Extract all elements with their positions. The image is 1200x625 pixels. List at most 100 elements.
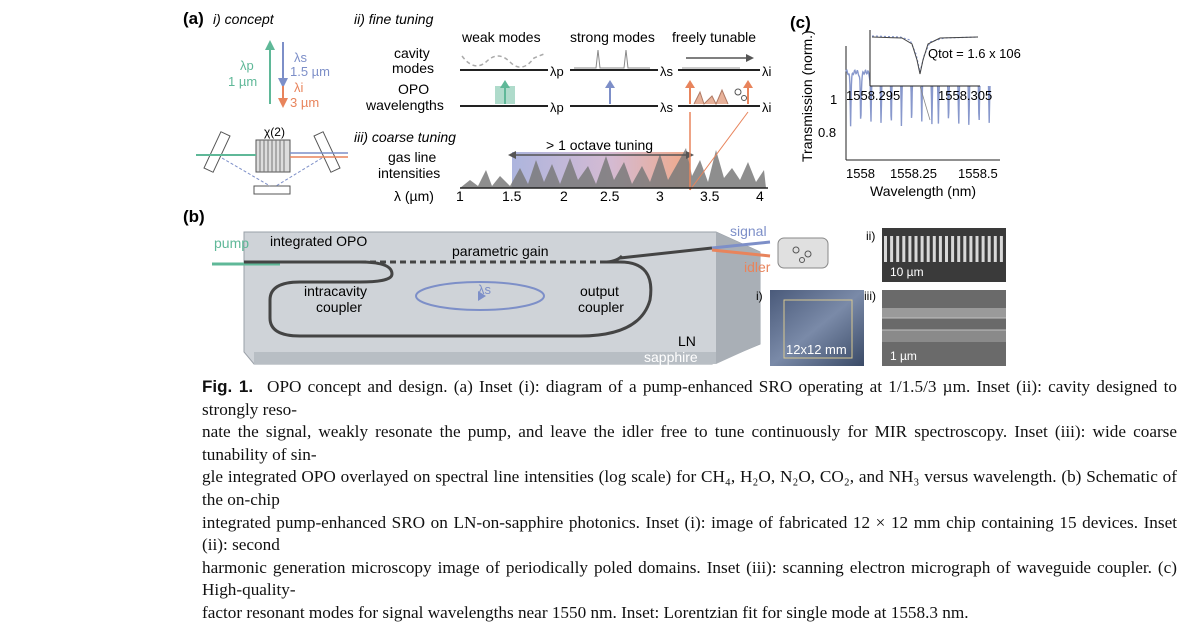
tick-1: 1: [456, 188, 464, 204]
poled-domain-stripe: [999, 236, 1003, 262]
poled-domain-stripe: [951, 236, 955, 262]
inset-ii-label: ii): [866, 229, 875, 243]
bowtie-cavity-diagram: [196, 131, 348, 195]
idler-label: idler: [744, 259, 771, 275]
chart-ylabel: Transmission (norm.): [799, 30, 815, 162]
opo-wavelengths-label-1: OPO: [398, 81, 429, 97]
pump-symbol: λp: [240, 58, 254, 73]
parametric-gain-label: parametric gain: [452, 243, 549, 259]
col-weak-modes: weak modes: [461, 29, 541, 45]
poled-domain-stripe: [896, 236, 900, 262]
output-coupler-label-1: output: [580, 283, 619, 299]
cavity-modes-label-1: cavity: [394, 45, 430, 61]
pump-value: 1 µm: [228, 74, 257, 89]
concept-title: i) concept: [213, 11, 275, 27]
poled-domain-stripe: [981, 236, 985, 262]
tick-2: 2: [560, 188, 568, 204]
panel-a-label: (a): [183, 9, 204, 28]
lorentzian-inset: [869, 30, 1002, 121]
caption-line-5: harmonic generation microscopy image of …: [202, 557, 1177, 600]
y-tick-1: 1: [830, 92, 837, 107]
inset-iii-scale: 1 µm: [890, 349, 917, 363]
caption-line-6: factor resonant modes for signal wavelen…: [202, 602, 969, 622]
panel-c-label: (c): [790, 13, 811, 32]
tick-3: 3: [656, 188, 664, 204]
lambda-s-row1: λs: [660, 64, 674, 79]
tick-2.5: 2.5: [600, 188, 620, 204]
octave-label: > 1 octave tuning: [546, 137, 653, 153]
x-tick-1558.5: 1558.5: [958, 166, 998, 181]
poled-domain-stripe: [908, 236, 912, 262]
inset-q-label: Qtot = 1.6 x 106: [928, 46, 1021, 61]
integrated-opo-label: integrated OPO: [270, 233, 367, 249]
fine-tuning-title: ii) fine tuning: [354, 11, 434, 27]
caption-lead: Fig. 1.: [202, 377, 254, 396]
caption-line-2: nate the signal, weakly resonate the pum…: [202, 422, 1177, 464]
x-tick-1558: 1558: [846, 166, 875, 181]
caption-line-3: gle integrated OPO overlayed on spectral…: [202, 467, 1177, 509]
coarse-tuning-title: iii) coarse tuning: [354, 129, 456, 145]
tick-3.5: 3.5: [700, 188, 720, 204]
inset-i-scale: 12x12 mm: [786, 342, 847, 357]
gas-line-spectrum: [460, 111, 768, 191]
poled-domain-stripe: [993, 236, 997, 262]
poled-domain-stripe: [902, 236, 906, 262]
poled-domain-stripe: [945, 236, 948, 262]
idler-symbol: λi: [294, 80, 304, 95]
inset-ii-scale: 10 µm: [890, 265, 924, 279]
signal-label: signal: [730, 223, 767, 239]
lambda-s-row2: λs: [660, 100, 674, 115]
poled-domain-stripe: [890, 236, 894, 262]
poled-domain-stripe: [963, 236, 967, 262]
concept-wavelength-diagram: [265, 40, 288, 108]
cavity-modes-label-2: modes: [392, 60, 434, 76]
col-strong-modes: strong modes: [570, 29, 655, 45]
panel-b-label: (b): [183, 207, 205, 226]
lambda-p-row2: λp: [550, 100, 564, 115]
x-tick-1558.25: 1558.25: [890, 166, 937, 181]
inset-i-label: i): [756, 289, 763, 303]
idler-value: 3 µm: [290, 95, 319, 110]
tick-1.5: 1.5: [502, 188, 522, 204]
sapphire-label: sapphire: [644, 349, 698, 365]
lambda-p-row1: λp: [550, 64, 564, 79]
poled-domain-stripe: [975, 236, 979, 262]
chart-xlabel: Wavelength (nm): [870, 183, 976, 199]
shg-microscopy-inset: [882, 228, 1006, 282]
signal-value: 1.5 µm: [290, 64, 330, 79]
inset-x-tick-1: 1558.295: [846, 88, 900, 103]
col-freely-tunable: freely tunable: [672, 29, 756, 45]
lambda-axis-label: λ (µm): [394, 188, 434, 204]
chart-axes: [845, 46, 1000, 161]
figure-caption: Fig. 1. OPO concept and design. (a) Inset…: [202, 376, 1177, 625]
lambda-i-row2: λi: [762, 100, 772, 115]
poled-domain-stripe: [920, 236, 924, 262]
fine-tuning-diagram: [460, 49, 760, 107]
caption-line-1: OPO concept and design. (a) Inset (i): d…: [202, 377, 1177, 419]
intracavity-label-1: intracavity: [304, 283, 367, 299]
intracavity-label-2: coupler: [316, 299, 362, 315]
poled-domain-stripe: [957, 236, 961, 262]
lambda-s-ring: λs: [478, 282, 492, 297]
poled-domain-stripe: [969, 236, 973, 262]
chi2-label: χ(2): [264, 125, 285, 139]
ln-label: LN: [678, 333, 696, 349]
chip-schematic: [212, 231, 829, 365]
y-tick-0.8: 0.8: [818, 125, 836, 140]
signal-symbol: λs: [294, 50, 308, 65]
poled-domain-stripe: [932, 236, 936, 262]
inset-iii-label: iii): [864, 289, 876, 303]
poled-domain-stripe: [884, 236, 887, 262]
poled-domain-stripe: [926, 236, 930, 262]
output-coupler-label-2: coupler: [578, 299, 624, 315]
tick-4: 4: [756, 188, 764, 204]
opo-wavelengths-label-2: wavelengths: [365, 97, 444, 113]
gas-line-label-1: gas line: [388, 149, 436, 165]
poled-domain-stripe: [938, 236, 942, 262]
lambda-tick-labels: 1 1.5 2 2.5 3 3.5 4: [456, 188, 764, 204]
poled-domain-stripe: [987, 236, 991, 262]
inset-x-tick-2: 1558.305: [938, 88, 992, 103]
sem-micrograph-inset: [882, 290, 1006, 366]
lambda-i-row1: λi: [762, 64, 772, 79]
caption-line-4: integrated pump-enhanced SRO on LN-on-sa…: [202, 512, 1177, 555]
